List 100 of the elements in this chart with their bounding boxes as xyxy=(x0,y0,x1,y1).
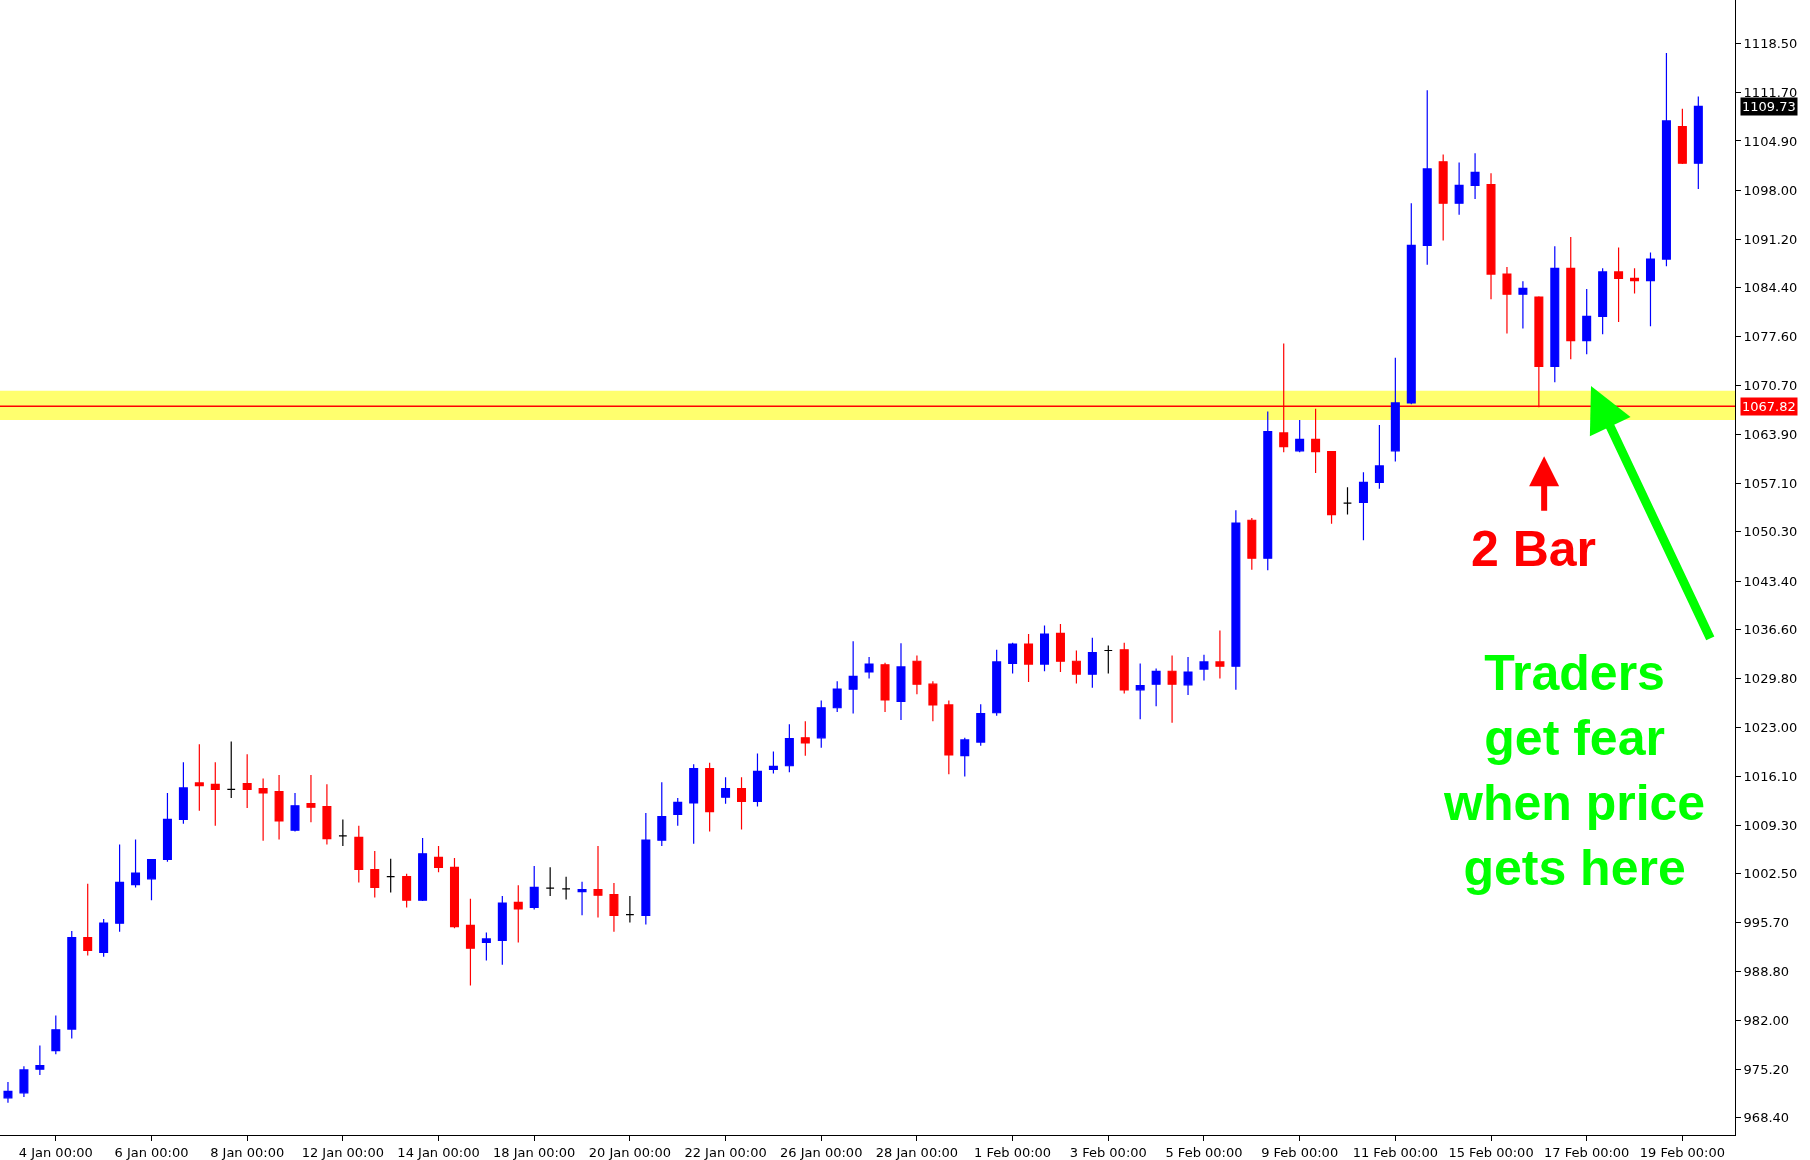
candlestick xyxy=(705,762,715,833)
candlestick xyxy=(370,850,380,899)
candlestick xyxy=(1183,656,1193,696)
candlestick xyxy=(625,895,635,924)
x-tick-label: 14 Jan 00:00 xyxy=(397,1144,480,1160)
candlestick xyxy=(737,776,747,831)
candlestick xyxy=(434,845,444,873)
candlestick xyxy=(1438,153,1448,242)
annotation: Traders get fear when price gets here xyxy=(1443,645,1706,896)
y-tick-label: 1098.00 xyxy=(1743,182,1798,198)
candlestick xyxy=(1374,424,1384,490)
candlestick xyxy=(51,1014,61,1055)
candlestick xyxy=(1327,450,1337,525)
candlestick xyxy=(1661,52,1671,267)
candlestick xyxy=(976,703,986,747)
candlestick xyxy=(912,654,922,695)
candlestick xyxy=(242,753,252,809)
candlestick xyxy=(1135,662,1145,720)
candlestick xyxy=(449,857,459,929)
candlestick xyxy=(1231,509,1241,691)
candlestick xyxy=(768,750,778,775)
candlestick xyxy=(1342,486,1352,516)
candlestick xyxy=(641,812,651,926)
x-tick-label: 15 Feb 00:00 xyxy=(1448,1144,1534,1160)
candlestick xyxy=(1358,471,1368,541)
candlestick xyxy=(577,881,587,916)
y-tick-label: 982.00 xyxy=(1743,1013,1790,1029)
x-tick-label: 8 Jan 00:00 xyxy=(210,1144,285,1160)
candlestick xyxy=(1311,408,1321,474)
candlestick xyxy=(3,1081,13,1104)
y-tick-label: 1016.10 xyxy=(1743,769,1798,785)
candlestick xyxy=(816,700,826,749)
candlestick xyxy=(593,845,603,919)
ref-line-label: 1067.82 xyxy=(1742,399,1796,414)
y-tick-label: 1091.20 xyxy=(1743,231,1798,247)
candlestick xyxy=(274,774,284,841)
y-tick-label: 1036.60 xyxy=(1743,622,1798,638)
y-tick-label: 1050.30 xyxy=(1743,524,1798,540)
candlestick xyxy=(1119,642,1129,695)
candlestick xyxy=(960,737,970,778)
x-tick-label: 9 Feb 00:00 xyxy=(1261,1144,1339,1160)
candlestick xyxy=(1566,236,1576,360)
candlestick xyxy=(1295,419,1305,453)
candlestick xyxy=(1247,517,1257,571)
candlestick xyxy=(609,882,619,933)
candlestick xyxy=(162,792,172,863)
candlestick xyxy=(402,873,412,909)
y-tick-label: 1104.90 xyxy=(1743,133,1798,149)
y-tick-label: 1023.00 xyxy=(1743,719,1798,735)
y-tick-label: 995.70 xyxy=(1743,915,1790,931)
candlestick xyxy=(146,858,156,901)
candlestick xyxy=(1406,202,1416,405)
candlestick xyxy=(1390,357,1400,463)
y-tick-label: 975.20 xyxy=(1743,1061,1790,1077)
candlestick xyxy=(418,837,428,902)
y-tick-label: 1077.60 xyxy=(1743,328,1798,344)
candlestick xyxy=(131,838,141,888)
candlestick xyxy=(67,930,77,1039)
candlestick xyxy=(290,792,300,833)
candlestick xyxy=(880,662,890,713)
candlestick xyxy=(832,680,842,713)
candlestick xyxy=(545,866,555,897)
x-tick-label: 18 Jan 00:00 xyxy=(493,1144,576,1160)
candlestick xyxy=(1518,280,1528,330)
x-tick-label: 28 Jan 00:00 xyxy=(875,1144,959,1160)
x-tick-label: 20 Jan 00:00 xyxy=(588,1144,672,1160)
candlestick xyxy=(1151,667,1161,707)
candlestick xyxy=(1550,245,1560,383)
candlestick xyxy=(1167,654,1177,724)
x-tick-label: 5 Feb 00:00 xyxy=(1165,1144,1243,1160)
y-tick-label: 1043.40 xyxy=(1743,573,1798,589)
annotation: 2 Bar xyxy=(1471,521,1597,577)
candlestick xyxy=(226,740,236,799)
x-tick-label: 6 Jan 00:00 xyxy=(114,1144,189,1160)
candlestick xyxy=(1677,108,1687,165)
y-tick-label: 1118.50 xyxy=(1743,36,1798,52)
candlestick xyxy=(1199,654,1209,682)
candlestick xyxy=(338,818,348,847)
x-tick-label: 22 Jan 00:00 xyxy=(684,1144,767,1160)
y-tick-label: 1111.70 xyxy=(1743,84,1798,100)
candlestick xyxy=(721,776,731,805)
candlestick xyxy=(1055,623,1065,673)
candlestick xyxy=(1486,172,1496,300)
candlestick xyxy=(178,761,188,825)
candlestick xyxy=(1103,644,1113,675)
y-tick-label: 1029.80 xyxy=(1743,670,1798,686)
candlestick xyxy=(784,723,794,773)
candlestick xyxy=(99,918,109,958)
candlestick xyxy=(1215,629,1225,680)
candlestick xyxy=(864,656,874,680)
y-tick-label: 1063.90 xyxy=(1743,426,1798,442)
y-tick-label: 988.80 xyxy=(1743,964,1790,980)
candlestick xyxy=(896,642,906,721)
x-tick-label: 3 Feb 00:00 xyxy=(1069,1144,1147,1160)
candlestick xyxy=(258,778,268,842)
candlestick xyxy=(928,680,938,722)
candlestick xyxy=(513,884,523,944)
candlestick xyxy=(1693,96,1703,190)
x-tick-label: 12 Jan 00:00 xyxy=(301,1144,385,1160)
y-tick-label: 1009.30 xyxy=(1743,817,1798,833)
